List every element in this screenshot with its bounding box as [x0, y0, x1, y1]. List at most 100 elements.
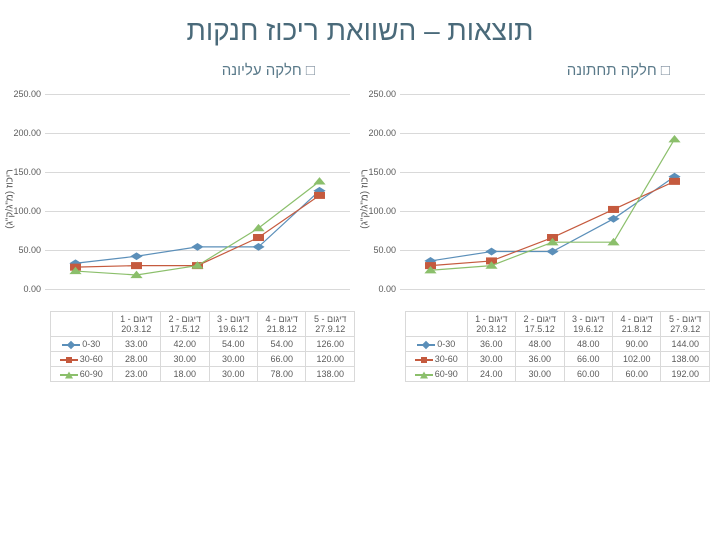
category-header: דיגום - 120.3.12: [467, 312, 515, 337]
plot-area: 0.0050.00100.00150.00200.00250.00: [400, 94, 705, 289]
value-cell: 66.00: [564, 352, 612, 367]
legend-marker-icon: [60, 371, 78, 379]
table-row: דיגום - 120.3.12דיגום - 217.5.12דיגום - …: [406, 312, 710, 337]
ytick-label: 50.00: [373, 245, 396, 255]
value-cell: 192.00: [661, 367, 710, 382]
table-row: 30-6028.0030.0030.0066.00120.00: [51, 352, 355, 367]
series-marker: [608, 206, 619, 213]
legend-marker-icon: [62, 341, 80, 349]
category-header: דיגום - 319.6.12: [564, 312, 612, 337]
value-cell: 42.00: [161, 337, 209, 352]
category-header: דיגום - 527.9.12: [306, 312, 355, 337]
value-cell: 54.00: [209, 337, 257, 352]
y-axis-label: ריכוז (מ"ג/ק"ג): [5, 169, 16, 228]
ytick-label: 250.00: [13, 89, 41, 99]
value-cell: 60.00: [612, 367, 660, 382]
series-name-cell: 0-30: [51, 337, 113, 352]
value-cell: 54.00: [257, 337, 305, 352]
page-title: תוצאות – השוואת ריכוז חנקות: [0, 0, 720, 57]
category-header: דיגום - 527.9.12: [661, 312, 710, 337]
gridline: [45, 289, 350, 290]
series-name-cell: 30-60: [51, 352, 113, 367]
series-name: 0-30: [82, 339, 100, 349]
value-cell: 24.00: [467, 367, 515, 382]
ytick-label: 250.00: [368, 89, 396, 99]
legend-table: דיגום - 120.3.12דיגום - 217.5.12דיגום - …: [50, 311, 355, 382]
value-cell: 36.00: [516, 352, 564, 367]
category-header: דיגום - 421.8.12: [257, 312, 305, 337]
table-row: 0-3036.0048.0048.0090.00144.00: [406, 337, 710, 352]
value-cell: 126.00: [306, 337, 355, 352]
legend-marker-icon: [60, 356, 78, 364]
value-cell: 66.00: [257, 352, 305, 367]
legend-table: דיגום - 120.3.12דיגום - 217.5.12דיגום - …: [405, 311, 710, 382]
ytick-label: 100.00: [13, 206, 41, 216]
value-cell: 28.00: [112, 352, 160, 367]
value-cell: 90.00: [612, 337, 660, 352]
value-cell: 33.00: [112, 337, 160, 352]
ytick-label: 0.00: [23, 284, 41, 294]
plot: ריכוז (מ"ג/ק"ג)0.0050.00100.00150.00200.…: [365, 89, 710, 309]
ytick-label: 150.00: [13, 167, 41, 177]
chart-title: חלקה תחתונה: [365, 57, 710, 89]
series-marker: [131, 262, 142, 269]
value-cell: 138.00: [306, 367, 355, 382]
charts-container: חלקה עליונהריכוז (מ"ג/ק"ג)0.0050.00100.0…: [0, 57, 720, 382]
series-marker: [485, 248, 497, 256]
table-row: 0-3033.0042.0054.0054.00126.00: [51, 337, 355, 352]
table-row: דיגום - 120.3.12דיגום - 217.5.12דיגום - …: [51, 312, 355, 337]
value-cell: 120.00: [306, 352, 355, 367]
legend-marker-icon: [415, 371, 433, 379]
chart-block: חלקה תחתונהריכוז (מ"ג/ק"ג)0.0050.00100.0…: [365, 57, 710, 382]
series-marker: [668, 135, 680, 142]
value-cell: 48.00: [516, 337, 564, 352]
y-axis-label: ריכוז (מ"ג/ק"ג): [360, 169, 371, 228]
value-cell: 30.00: [209, 352, 257, 367]
series-name: 60-90: [435, 369, 458, 379]
category-header: דיגום - 217.5.12: [516, 312, 564, 337]
ytick-label: 50.00: [18, 245, 41, 255]
series-marker: [314, 192, 325, 199]
ytick-label: 200.00: [368, 128, 396, 138]
table-header-empty: [51, 312, 113, 337]
value-cell: 60.00: [564, 367, 612, 382]
series-name-cell: 60-90: [51, 367, 113, 382]
series-marker: [130, 252, 142, 260]
series-line: [76, 195, 320, 267]
value-cell: 102.00: [612, 352, 660, 367]
chart-svg: [45, 94, 350, 289]
series-marker: [669, 178, 680, 185]
plot: ריכוז (מ"ג/ק"ג)0.0050.00100.00150.00200.…: [10, 89, 355, 309]
value-cell: 23.00: [112, 367, 160, 382]
ytick-label: 150.00: [368, 167, 396, 177]
series-marker: [252, 243, 264, 251]
ytick-label: 200.00: [13, 128, 41, 138]
chart-title: חלקה עליונה: [10, 57, 355, 89]
table-row: 30-6030.0036.0066.00102.00138.00: [406, 352, 710, 367]
legend-marker-icon: [415, 356, 433, 364]
series-name-cell: 0-30: [406, 337, 468, 352]
table-row: 60-9024.0030.0060.0060.00192.00: [406, 367, 710, 382]
category-header: דיגום - 421.8.12: [612, 312, 660, 337]
category-header: דיגום - 120.3.12: [112, 312, 160, 337]
category-header: דיגום - 217.5.12: [161, 312, 209, 337]
plot-area: 0.0050.00100.00150.00200.00250.00: [45, 94, 350, 289]
page: תוצאות – השוואת ריכוז חנקות חלקה עליונה ר…: [0, 0, 720, 540]
chart-svg: [400, 94, 705, 289]
series-marker: [191, 243, 203, 251]
series-name-cell: 30-60: [406, 352, 468, 367]
table-row: 60-9023.0018.0030.0078.00138.00: [51, 367, 355, 382]
category-header: דיגום - 319.6.12: [209, 312, 257, 337]
series-marker: [253, 234, 264, 241]
table-header-empty: [406, 312, 468, 337]
value-cell: 48.00: [564, 337, 612, 352]
series-name: 60-90: [80, 369, 103, 379]
series-name: 30-60: [435, 354, 458, 364]
series-line: [76, 181, 320, 275]
series-name: 30-60: [80, 354, 103, 364]
ytick-label: 100.00: [368, 206, 396, 216]
series-line: [76, 191, 320, 264]
series-marker: [313, 177, 325, 184]
ytick-label: 0.00: [378, 284, 396, 294]
chart-block: חלקה עליונהריכוז (מ"ג/ק"ג)0.0050.00100.0…: [10, 57, 355, 382]
